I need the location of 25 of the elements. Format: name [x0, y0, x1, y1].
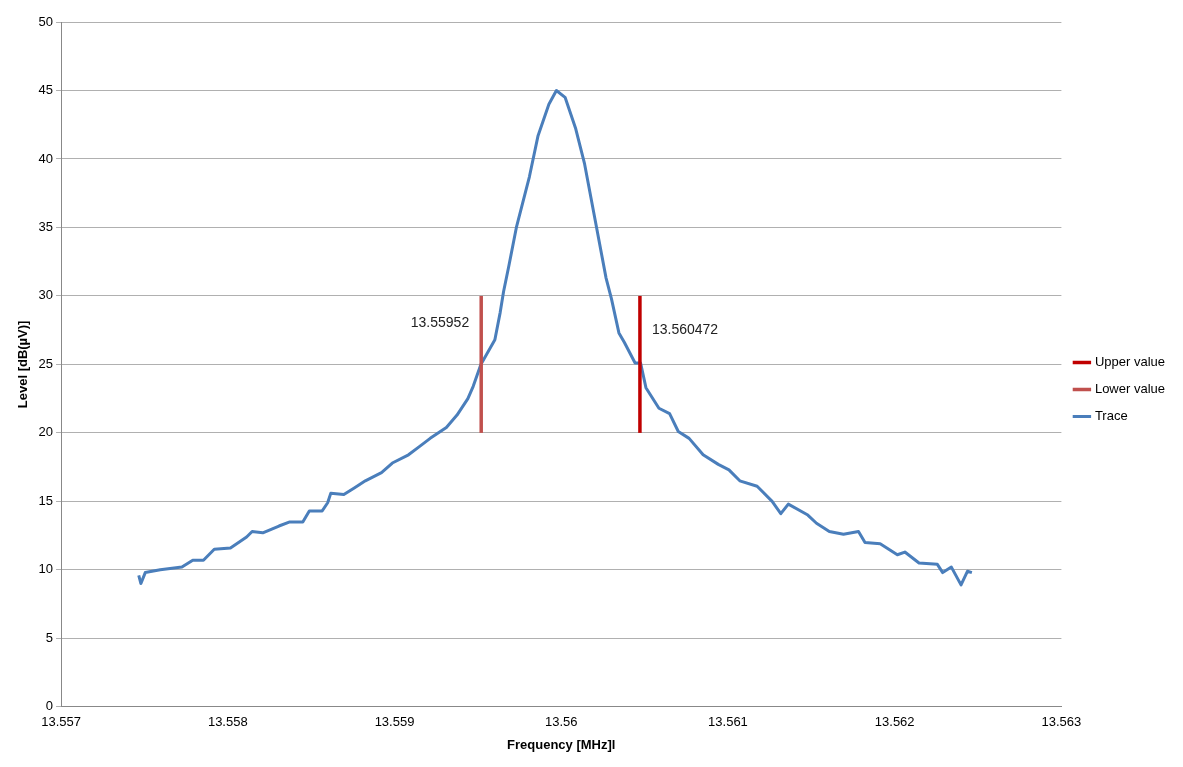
- legend-label: Upper value: [1094, 354, 1166, 370]
- x-tick-label: 13.557: [41, 714, 81, 730]
- x-tick-label: 13.563: [1041, 714, 1082, 730]
- annotation: 13.560472: [651, 321, 719, 338]
- y-axis-title: Level [dB(µV)]: [15, 320, 31, 409]
- legend-label: Trace: [1094, 408, 1128, 424]
- x-tick-label: 13.561: [708, 714, 748, 730]
- annotation: 13.55952: [410, 314, 470, 331]
- y-tick-label: 15: [38, 492, 54, 508]
- x-tick-label: 13.56: [544, 714, 578, 730]
- y-tick-label: 35: [38, 219, 54, 235]
- y-tick-label: 30: [38, 287, 54, 303]
- x-tick-label: 13.559: [374, 714, 415, 730]
- y-tick-label: 25: [38, 355, 54, 371]
- y-tick-label: 50: [38, 13, 54, 29]
- y-tick-label: 5: [45, 629, 54, 645]
- y-tick-label: 0: [45, 698, 54, 714]
- y-tick-label: 45: [38, 82, 54, 98]
- x-tick-label: 13.558: [207, 714, 248, 730]
- y-tick-label: 20: [38, 424, 54, 440]
- legend-label: Lower value: [1094, 381, 1166, 397]
- y-tick-label: 40: [38, 150, 54, 166]
- y-tick-label: 10: [38, 561, 54, 577]
- x-tick-label: 13.562: [874, 714, 915, 730]
- x-axis-title: Frequency [MHz]l: [507, 736, 616, 752]
